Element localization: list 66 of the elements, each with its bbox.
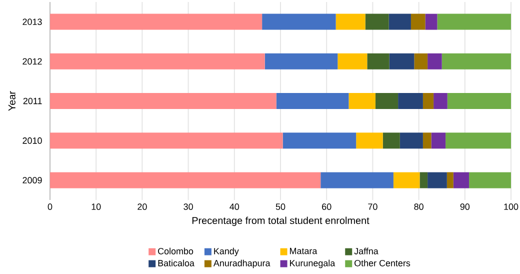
y-tick-label: 2013 (22, 18, 42, 25)
bar (410, 14, 426, 30)
bar (356, 132, 383, 149)
bar (469, 172, 512, 188)
bar (282, 132, 356, 149)
bar (422, 132, 432, 149)
y-tick-label: 2010 (22, 137, 42, 144)
x-tick-label: 70 (368, 204, 378, 210)
bar (420, 172, 428, 188)
x-tick-label: 100 (504, 204, 518, 210)
bar (428, 53, 442, 70)
x-tick-label: 60 (322, 204, 332, 210)
bar (446, 172, 454, 188)
bar (320, 172, 394, 188)
bar (336, 14, 366, 30)
x-axis-title: Precentage from total student enrolment (192, 216, 370, 226)
x-tick-label: 40 (230, 204, 240, 210)
y-tick-label: 2011 (23, 98, 42, 104)
legend-label: Baticaloa (158, 260, 194, 266)
bar (264, 53, 338, 70)
bar (393, 172, 420, 188)
x-tick-label: 10 (92, 204, 101, 210)
x-tick-label: 20 (138, 204, 147, 210)
y-tick-label: 2012 (22, 58, 42, 65)
legend-label: Matara (290, 248, 318, 254)
bar (338, 53, 368, 70)
bar (388, 14, 411, 30)
bar (382, 132, 400, 149)
bar (375, 93, 398, 110)
legend-label: Anuradhapura (213, 260, 270, 268)
x-tick-label: 0 (48, 204, 52, 210)
bar (422, 93, 434, 110)
legend-label: Jaffna (354, 248, 378, 254)
legend-label: Kandy (214, 248, 239, 256)
bar (428, 172, 447, 188)
y-tick-label: 2009 (22, 177, 42, 184)
legend-label: Other Centers (354, 260, 410, 266)
bar (447, 93, 512, 110)
bar (400, 132, 423, 149)
bar (367, 53, 390, 70)
bar (398, 93, 423, 110)
bar (446, 132, 512, 149)
bar (50, 132, 283, 149)
bar (414, 53, 428, 70)
bar (425, 14, 438, 30)
bar (276, 93, 349, 110)
bar (262, 14, 336, 30)
bar (389, 53, 414, 70)
bar (434, 93, 448, 110)
y-axis-title: Year (8, 91, 16, 111)
bar (50, 53, 265, 70)
x-tick-label: 80 (414, 204, 424, 210)
bar (50, 14, 262, 30)
x-tick-label: 50 (276, 204, 286, 210)
bar (365, 14, 389, 30)
x-tick-label: 30 (184, 204, 193, 210)
x-tick-label: 90 (460, 204, 470, 210)
bar (50, 172, 321, 188)
bar (453, 172, 470, 188)
legend-label: Colombo (158, 248, 194, 254)
bar (348, 93, 376, 110)
bar (431, 132, 446, 149)
bar (442, 53, 512, 70)
legend-label: Kurunegala (290, 260, 336, 268)
bar (437, 14, 512, 30)
bar (50, 93, 276, 110)
